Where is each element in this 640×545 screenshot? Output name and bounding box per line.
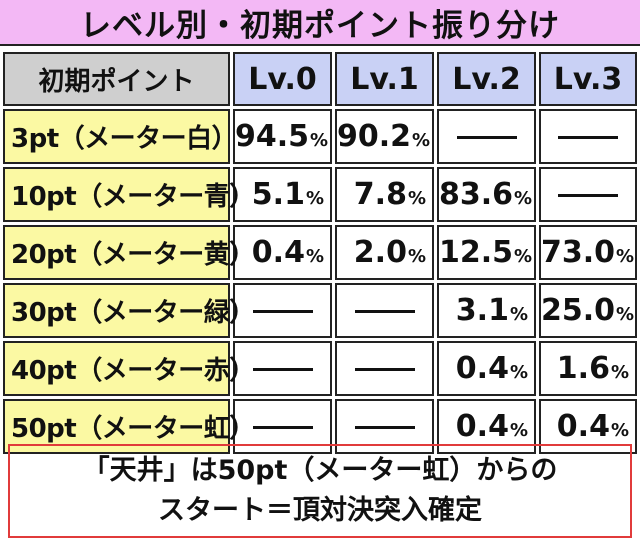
column-header-lv1: Lv.1 [335, 52, 434, 106]
percent-unit: % [514, 188, 533, 209]
table-row: 10pt（メーター青） 5.1% 7.8% 83.6% [3, 167, 637, 222]
probability-cell: 83.6% [437, 167, 536, 222]
probability-value: 90.2 [337, 119, 412, 154]
empty-cell [335, 341, 434, 396]
probability-value: 94.5 [235, 119, 310, 154]
probability-cell: 25.0% [539, 283, 637, 338]
percent-unit: % [310, 130, 329, 151]
dash-mark [253, 426, 313, 429]
probability-cell: 0.4% [233, 225, 332, 280]
probability-cell: 5.1% [233, 167, 332, 222]
dash-mark [253, 368, 313, 371]
percent-unit: % [616, 246, 635, 267]
row-label: 30pt（メーター緑） [3, 283, 255, 338]
probability-value: 0.4 [455, 351, 509, 386]
ceiling-note: 「天井」は50pt（メーター虹）からの スタート＝頂対決突入確定 [8, 444, 632, 538]
empty-cell [539, 167, 637, 222]
table-row: 20pt（メーター黄） 0.4% 2.0% 12.5% 73.0% [3, 225, 637, 280]
note-line-2: スタート＝頂対決突入確定 [158, 495, 482, 526]
empty-cell [437, 109, 536, 164]
note-line-1: 「天井」は50pt（メーター虹）からの [82, 455, 558, 486]
row-label: 20pt（メーター黄） [3, 225, 255, 280]
percent-unit: % [509, 362, 528, 383]
percent-unit: % [610, 362, 629, 383]
probability-value: 2.0 [353, 235, 407, 270]
percent-unit: % [509, 304, 528, 325]
row-label: 10pt（メーター青） [3, 167, 255, 222]
dash-mark [355, 310, 415, 313]
dash-mark [558, 136, 618, 139]
table-row: 30pt（メーター緑） 3.1% 25.0% [3, 283, 637, 338]
table-row: 3pt（メーター白） 94.5% 90.2% [3, 109, 637, 164]
percent-unit: % [305, 246, 324, 267]
probability-value: 0.4 [455, 409, 509, 444]
row-label: 3pt（メーター白） [3, 109, 238, 164]
table-body: 3pt（メーター白） 94.5% 90.2% 10pt（メーター青） 5.1% 7.8% 8… [3, 109, 637, 454]
dash-mark [558, 194, 618, 197]
probability-cell: 1.6% [539, 341, 637, 396]
column-header-lv3: Lv.3 [539, 52, 637, 106]
page-title: レベル別・初期ポイント振り分け [0, 0, 640, 46]
probability-value: 83.6 [439, 177, 514, 212]
header-row: 初期ポイント Lv.0 Lv.1 Lv.2 Lv.3 [3, 52, 637, 106]
distribution-table: 初期ポイント Lv.0 Lv.1 Lv.2 Lv.3 3pt（メーター白） 94.… [0, 49, 640, 457]
row-label: 40pt（メーター赤） [3, 341, 255, 396]
percent-unit: % [610, 420, 629, 441]
column-header-lv0: Lv.0 [233, 52, 332, 106]
dash-mark [253, 310, 313, 313]
probability-cell: 0.4% [437, 341, 536, 396]
percent-unit: % [616, 304, 635, 325]
probability-cell: 90.2% [335, 109, 434, 164]
probability-cell: 2.0% [335, 225, 434, 280]
probability-value: 73.0 [541, 235, 616, 270]
corner-header: 初期ポイント [3, 52, 230, 106]
percent-unit: % [514, 246, 533, 267]
dash-mark [355, 426, 415, 429]
empty-cell [233, 283, 332, 338]
percent-unit: % [305, 188, 324, 209]
probability-value: 1.6 [556, 351, 610, 386]
empty-cell [335, 283, 434, 338]
probability-value: 7.8 [353, 177, 407, 212]
probability-value: 0.4 [251, 235, 305, 270]
probability-value: 0.4 [556, 409, 610, 444]
probability-cell: 12.5% [437, 225, 536, 280]
percent-unit: % [407, 188, 426, 209]
percent-unit: % [509, 420, 528, 441]
probability-cell: 7.8% [335, 167, 434, 222]
table-row: 40pt（メーター赤） 0.4% 1.6% [3, 341, 637, 396]
percent-unit: % [412, 130, 431, 151]
probability-value: 12.5 [439, 235, 514, 270]
column-header-lv2: Lv.2 [437, 52, 536, 106]
empty-cell [233, 341, 332, 396]
dash-mark [457, 136, 517, 139]
percent-unit: % [407, 246, 426, 267]
probability-cell: 3.1% [437, 283, 536, 338]
probability-cell: 94.5% [233, 109, 332, 164]
probability-value: 3.1 [455, 293, 509, 328]
probability-value: 5.1 [251, 177, 305, 212]
probability-value: 25.0 [541, 293, 616, 328]
empty-cell [539, 109, 637, 164]
probability-cell: 73.0% [539, 225, 637, 280]
dash-mark [355, 368, 415, 371]
